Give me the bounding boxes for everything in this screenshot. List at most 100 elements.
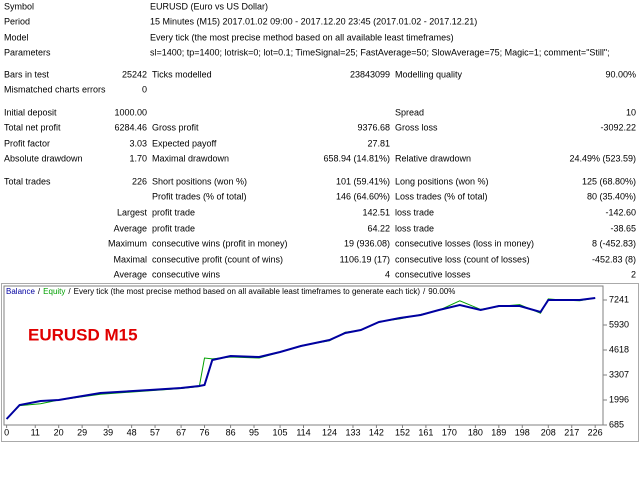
report-label: Gross loss <box>395 122 438 132</box>
report-label: Ticks modelled <box>152 69 212 79</box>
report-label: Average <box>114 269 147 279</box>
report-label: Total net profit <box>4 122 61 132</box>
report-label: consecutive losses (loss in money) <box>395 238 534 248</box>
report-value: 142.51 <box>362 207 390 217</box>
report-value: sl=1400; tp=1400; lotrisk=0; lot=0.1; Ti… <box>150 47 610 57</box>
report-label: Initial deposit <box>4 107 57 117</box>
report-value: -3092.22 <box>600 122 636 132</box>
report-value: 9376.68 <box>357 122 390 132</box>
chart-frame <box>1 283 639 442</box>
report-value: 1000.00 <box>114 107 147 117</box>
report-label: Profit trades (% of total) <box>152 191 247 201</box>
report-value: -452.83 (8) <box>592 254 636 264</box>
report-label: consecutive wins (profit in money) <box>152 238 288 248</box>
x-tick-label: 114 <box>296 427 310 437</box>
report-value: 226 <box>132 176 147 186</box>
balance-line <box>5 297 596 420</box>
chart-quality: 90.00% <box>428 287 455 296</box>
separator: / <box>68 287 71 296</box>
report-value: 27.81 <box>367 138 390 148</box>
report-label: Absolute drawdown <box>4 153 83 163</box>
x-tick-label: 95 <box>249 427 259 437</box>
x-tick-label: 142 <box>369 427 384 437</box>
report-label: Loss trades (% of total) <box>395 191 488 201</box>
x-tick-label: 48 <box>127 427 137 437</box>
plot-area <box>3 285 604 426</box>
report-value: -142.60 <box>605 207 636 217</box>
report-label: Maximal <box>113 254 147 264</box>
report-label: Largest <box>117 207 148 217</box>
report-label: Maximal drawdown <box>152 153 229 163</box>
report-value: 3.03 <box>129 138 147 148</box>
x-tick-label: 105 <box>273 427 288 437</box>
report-label: loss trade <box>395 223 434 233</box>
report-label: Expected payoff <box>152 138 217 148</box>
report-label: Bars in test <box>4 69 50 79</box>
report-value: 23843099 <box>350 69 390 79</box>
report-value: 8 (-452.83) <box>592 238 636 248</box>
x-tick-label: 133 <box>345 427 360 437</box>
x-tick-label: 39 <box>103 427 113 437</box>
report-label: loss trade <box>395 207 434 217</box>
report-value: 1.70 <box>129 153 147 163</box>
x-tick-label: 20 <box>54 427 64 437</box>
y-tick-label: 5930 <box>609 319 629 329</box>
x-tick-label: 76 <box>200 427 210 437</box>
x-tick-label: 217 <box>564 427 579 437</box>
x-tick-label: 189 <box>491 427 506 437</box>
report-value: 101 (59.41%) <box>336 176 390 186</box>
x-tick-label: 180 <box>468 427 483 437</box>
report-label: Model <box>4 32 29 42</box>
report-label: consecutive wins <box>152 269 221 279</box>
report-label: Relative drawdown <box>395 153 471 163</box>
report-value: 24.49% (523.59) <box>569 153 636 163</box>
y-tick-label: 1996 <box>609 394 629 404</box>
x-tick-label: 11 <box>31 427 40 437</box>
x-tick-label: 124 <box>322 427 337 437</box>
report-label: Mismatched charts errors <box>4 84 106 94</box>
report-value: 15 Minutes (M15) 2017.01.02 09:00 - 2017… <box>150 16 477 26</box>
report-value: -38.65 <box>610 223 636 233</box>
report-value: 64.22 <box>367 223 390 233</box>
report-label: Long positions (won %) <box>395 176 489 186</box>
x-tick-label: 67 <box>176 427 186 437</box>
report-value: 25242 <box>122 69 147 79</box>
y-tick-label: 7241 <box>609 294 629 304</box>
report-label: Profit factor <box>4 138 50 148</box>
report-label: consecutive losses <box>395 269 471 279</box>
report-value: 658.94 (14.81%) <box>323 153 390 163</box>
y-tick-label: 4618 <box>609 344 629 354</box>
report-value: 4 <box>385 269 390 279</box>
x-tick-label: 152 <box>395 427 410 437</box>
report-value: 90.00% <box>605 69 636 79</box>
chart-subtitle: Every tick (the most precise method base… <box>74 287 421 296</box>
report-value: 6284.46 <box>114 122 147 132</box>
report-label: Gross profit <box>152 122 199 132</box>
x-tick-label: 170 <box>442 427 457 437</box>
x-tick-label: 208 <box>541 427 556 437</box>
legend-equity: Equity <box>43 287 65 296</box>
report-label: Symbol <box>4 1 34 11</box>
report-label: Total trades <box>4 176 51 186</box>
report-label: Modelling quality <box>395 69 463 79</box>
report-value: 19 (936.08) <box>344 238 390 248</box>
x-tick-label: 226 <box>588 427 603 437</box>
report-label: consecutive profit (count of wins) <box>152 254 283 264</box>
x-tick-label: 198 <box>515 427 530 437</box>
x-tick-label: 0 <box>4 427 9 437</box>
report-value: 125 (68.80%) <box>582 176 636 186</box>
x-tick-label: 57 <box>150 427 160 437</box>
report-value: Every tick (the most precise method base… <box>150 32 454 42</box>
report-label: profit trade <box>152 207 195 217</box>
report-value: EURUSD (Euro vs US Dollar) <box>150 1 268 11</box>
x-tick-label: 161 <box>418 427 433 437</box>
report-value: 10 <box>626 107 636 117</box>
y-tick-label: 3307 <box>609 369 629 379</box>
report-label: Short positions (won %) <box>152 176 247 186</box>
y-tick-label: 685 <box>609 419 624 429</box>
report-label: Average <box>114 223 147 233</box>
report-label: consecutive loss (count of losses) <box>395 254 530 264</box>
report-value: 1106.19 (17) <box>340 254 390 264</box>
